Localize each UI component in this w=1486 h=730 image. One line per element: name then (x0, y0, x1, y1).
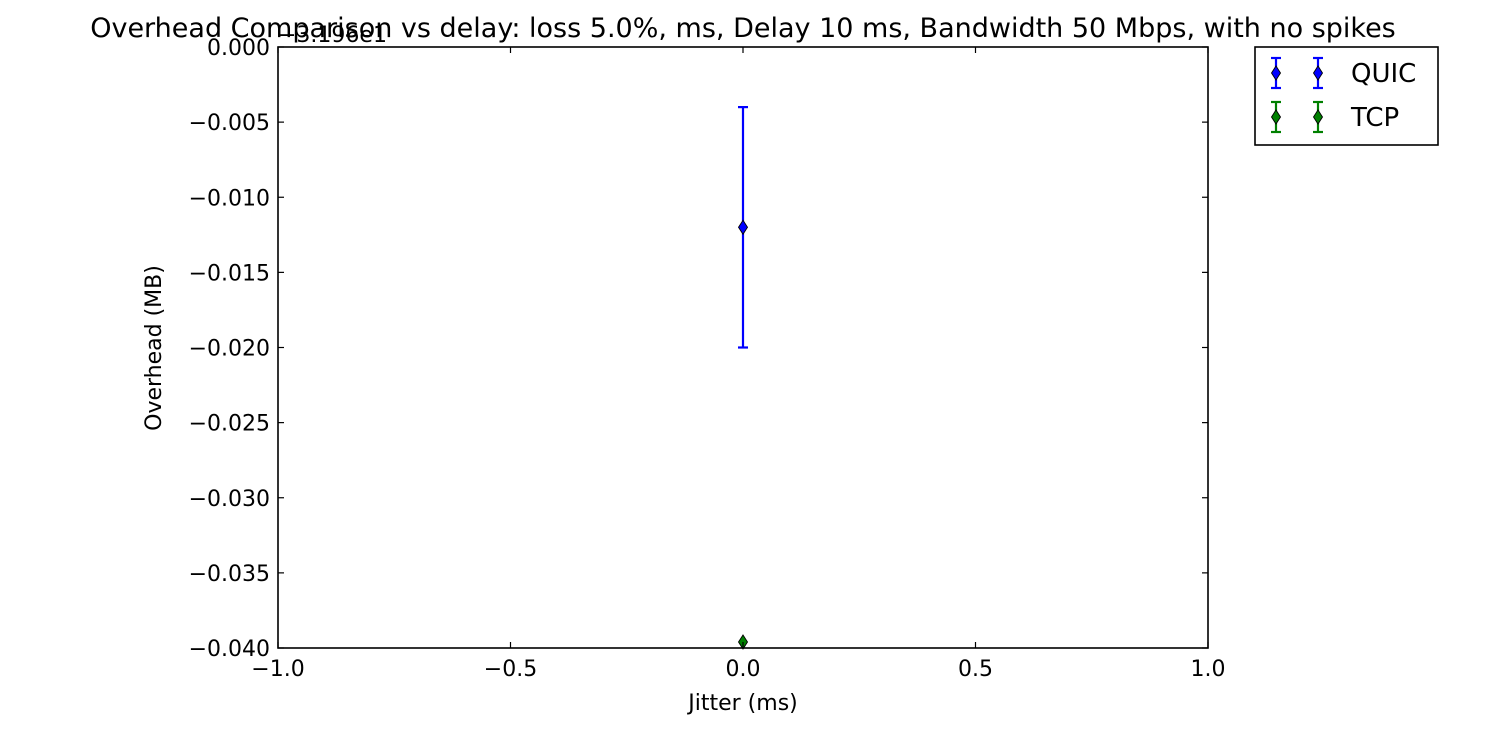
y-tick-labels: 0.000 −0.005 −0.010 −0.015 −0.020 −0.025 −0.03… (189, 36, 270, 662)
y-tick-label: −0.005 (189, 111, 270, 136)
data-point-marker (737, 634, 749, 650)
x-tick-label: 1.0 (1191, 657, 1226, 682)
x-tick-label: 0.0 (726, 657, 761, 682)
y-tick-label: −0.020 (189, 337, 270, 362)
x-axis-label: Jitter (ms) (686, 691, 797, 716)
legend-entry-quic: QUIC (1270, 56, 1416, 90)
y-tick-label: −0.030 (189, 487, 270, 512)
axis-ticks-layer (277, 46, 1209, 649)
series-quic (737, 105, 749, 349)
y-tick-label: −0.015 (189, 261, 270, 286)
x-tick-label: −0.5 (484, 657, 537, 682)
series-tcp (737, 634, 749, 650)
y-tick-label: −0.040 (189, 637, 270, 662)
y-tick-label: −0.025 (189, 412, 270, 437)
data-point-marker (737, 219, 749, 236)
chart-title: Overhead Comparison vs delay: loss 5.0%,… (90, 13, 1396, 44)
y-axis-offset-label: −3.196e1 (278, 23, 387, 48)
data-series-layer (737, 105, 749, 650)
legend-entries: QUIC TCP (1270, 56, 1416, 134)
x-tick-label: −1.0 (251, 657, 304, 682)
legend-entry-tcp: TCP (1270, 100, 1399, 134)
x-tick-label: 0.5 (958, 657, 993, 682)
y-axis-label: Overhead (MB) (142, 265, 167, 431)
legend-marker (1312, 109, 1324, 125)
legend-marker (1270, 65, 1282, 81)
legend: QUIC TCP (1254, 46, 1439, 146)
legend-label: QUIC (1351, 59, 1416, 89)
y-tick-label: −0.010 (189, 186, 270, 211)
legend-marker (1270, 109, 1282, 125)
y-tick-label: 0.000 (207, 36, 270, 61)
legend-label: TCP (1350, 103, 1399, 133)
legend-marker (1312, 65, 1324, 81)
legend-frame (1254, 46, 1439, 146)
x-tick-labels: −1.0 −0.5 0.0 0.5 1.0 (251, 657, 1225, 682)
y-tick-label: −0.035 (189, 562, 270, 587)
